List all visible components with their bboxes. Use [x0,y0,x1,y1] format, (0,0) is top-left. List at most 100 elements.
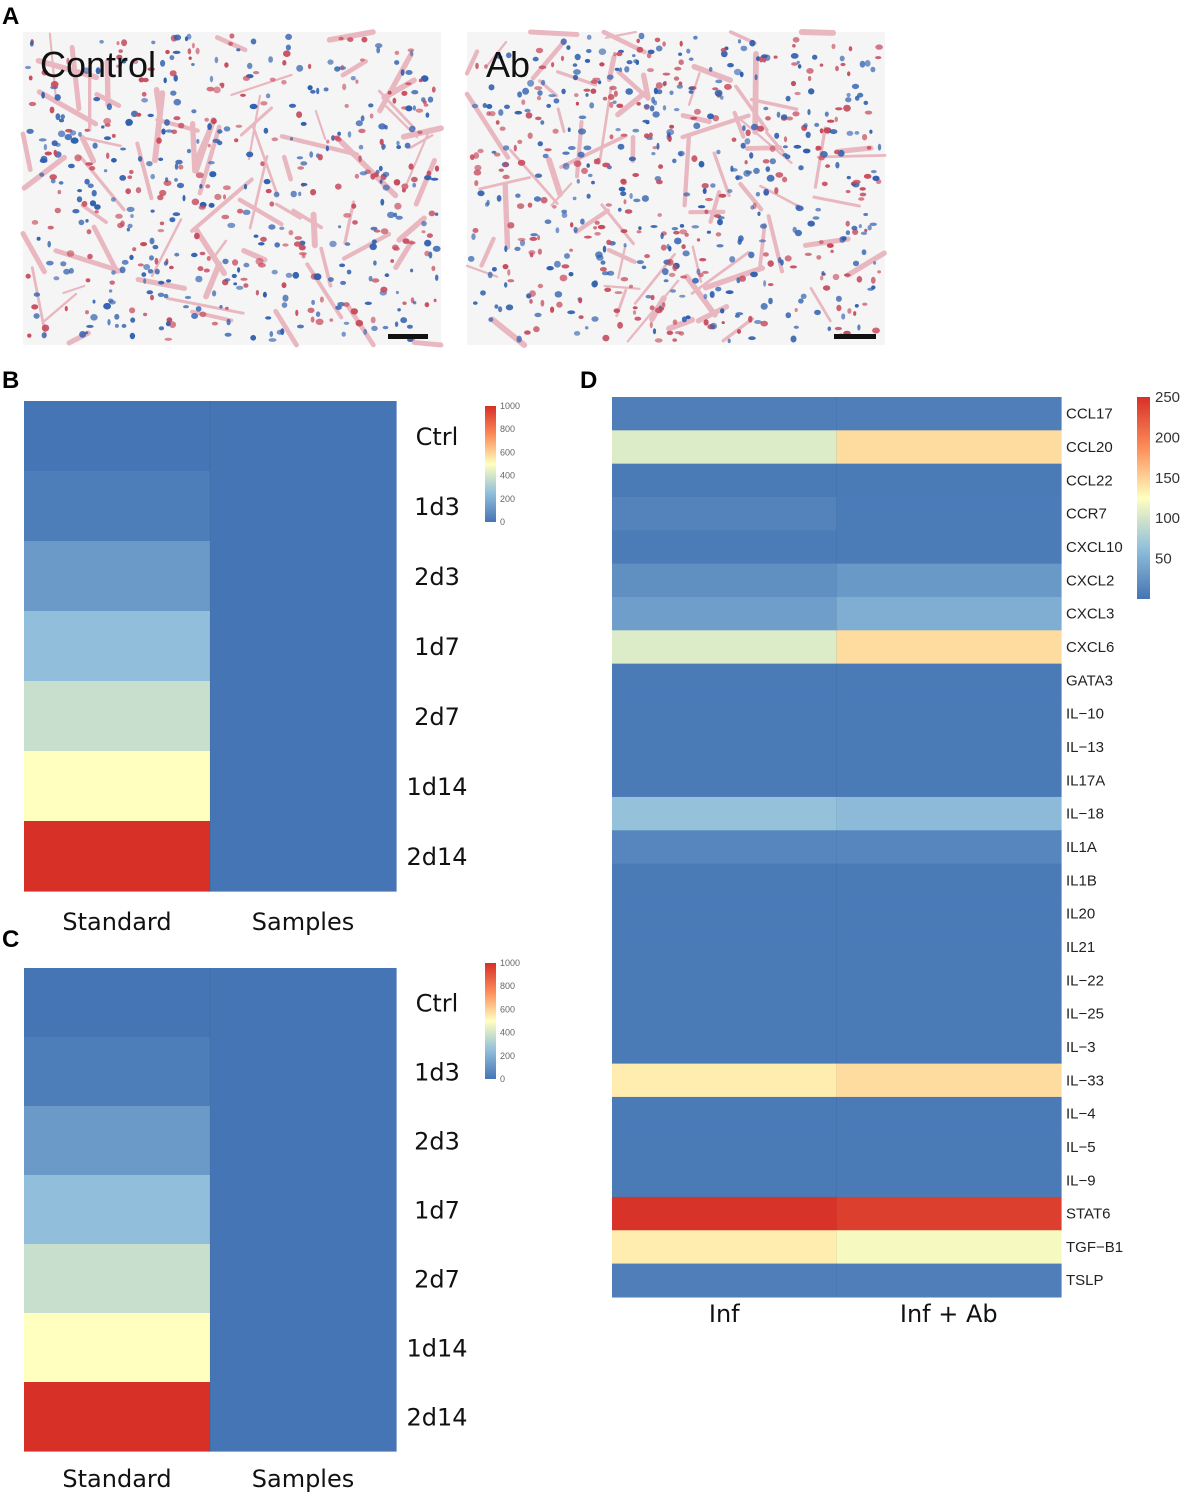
tissue-cell [119,175,127,181]
tissue-cell [750,271,758,278]
tissue-cell [338,225,342,229]
tissue-cell [705,197,713,202]
tissue-cell [147,113,154,118]
tissue-cell [578,128,586,135]
tissue-cell [792,37,800,43]
tissue-cell [662,41,666,47]
tissue-cell [871,285,876,290]
tissue-cell [754,320,762,324]
tissue-cell [206,256,211,261]
tissue-cell [710,183,716,188]
tissue-cell [505,304,514,311]
tissue-cell [697,205,706,209]
tissue-cell [191,313,199,319]
tissue-cell [106,103,112,111]
tissue-cell [600,260,606,265]
tissue-cell [471,103,479,109]
tissue-cell [798,165,804,171]
tissue-cell [616,103,624,109]
tissue-cell [282,294,289,302]
tissue-cell [614,67,620,71]
heatmap-b: Ctrl 1d3 2d3 1d7 2d7 1d14 2d14 Standard Samples 1… [24,401,520,936]
tissue-cell [352,220,358,225]
tissue-cell [233,282,238,286]
tissue-cell [84,128,90,132]
tissue-cell [87,183,94,189]
tissue-cell [826,243,834,248]
tissue-strand [734,84,769,132]
tissue-cell [682,250,690,257]
tissue-cell [358,155,362,163]
tissue-cell [591,316,599,322]
tissue-cell [240,93,246,97]
heatmap-cell [612,1230,838,1265]
tissue-cell [790,53,799,59]
tissue-cell [347,37,354,42]
tissue-cell [224,332,232,337]
tissue-cell [163,293,169,299]
tissue-cell [530,233,538,237]
tissue-strand [798,29,837,36]
tissue-cell [86,229,92,235]
tissue-cell [338,36,344,41]
tissue-cell [292,271,300,279]
tissue-cell [607,270,615,276]
tissue-cell [835,65,839,72]
tissue-cell [488,111,496,117]
tissue-cell [744,138,751,145]
tissue-cell [334,66,341,72]
tissue-cell [567,146,576,150]
tissue-cell [472,228,479,233]
tissue-cell [568,272,574,277]
tissue-cell [340,64,345,71]
tissue-cell [405,82,412,86]
tissue-cell [152,244,159,250]
heatmap-cell [612,896,838,931]
tissue-cell [519,239,526,247]
tissue-cell [765,116,771,121]
tissue-cell [364,301,372,305]
tissue-cell [327,59,334,65]
tissue-cell [191,63,195,66]
tissue-cell [591,180,595,185]
colorbar-tick-label: 0 [500,517,505,527]
tissue-cell [169,70,177,77]
tissue-cell [684,232,689,237]
tissue-cell [616,51,623,57]
tissue-cell [834,116,838,123]
tissue-cell [784,255,792,262]
tissue-cell [143,264,151,270]
tissue-cell [782,176,788,183]
tissue-cell [72,209,80,214]
tissue-cell [237,267,241,273]
tissue-cell [846,130,854,136]
tissue-cell [572,63,578,67]
tissue-cell [852,179,861,185]
tissue-cell [116,41,120,46]
colorbar-tick-label: 600 [500,447,515,457]
tissue-strand [691,63,734,83]
tissue-cell [158,157,164,161]
tissue-cell [484,202,489,207]
tissue-cell [737,39,742,44]
tissue-cell [858,197,865,201]
tissue-strand [30,266,47,337]
tissue-cell [760,320,768,327]
tissue-cell [804,252,812,256]
tissue-cell [211,118,217,125]
row-label: IL21 [1066,939,1095,956]
tissue-cell [421,230,426,234]
tissue-cell [58,181,64,185]
tissue-cell [487,271,493,279]
tissue-cell [517,91,522,98]
tissue-cell [111,133,116,138]
tissue-cell [620,178,627,184]
tissue-cell [208,202,215,208]
tissue-cell [857,324,861,331]
tissue-cell [516,203,525,210]
row-label: CCR7 [1066,506,1107,523]
tissue-strand [20,231,47,275]
tissue-cell [343,321,350,325]
tissue-cell [325,145,329,152]
tissue-cell [310,89,316,94]
